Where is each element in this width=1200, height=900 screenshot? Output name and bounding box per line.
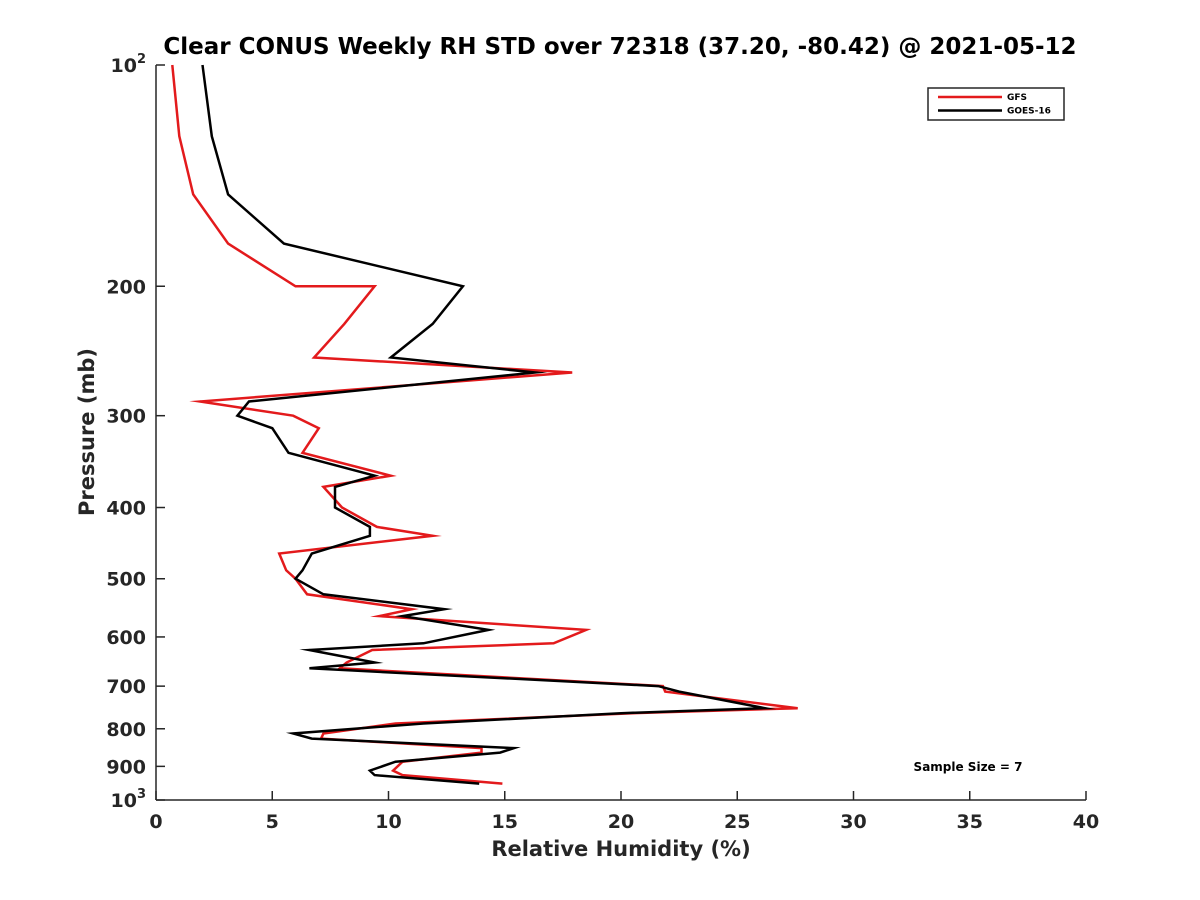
series-line-goes-16 (201, 64, 777, 785)
x-tick-label: 30 (840, 811, 866, 833)
chart-title: Clear CONUS Weekly RH STD over 72318 (37… (163, 34, 1076, 60)
y-tick-label-base: 10 (111, 55, 137, 77)
legend-label: GOES-16 (1007, 107, 1051, 117)
y-axis-label: Pressure (mb) (75, 348, 99, 516)
y-tick-label: 103 (111, 787, 147, 812)
x-tick-label: 40 (1073, 811, 1099, 833)
y-tick-label-exponent: 3 (137, 787, 146, 802)
y-tick-label: 600 (106, 627, 146, 649)
x-tick-label: 0 (149, 811, 162, 833)
series-group (171, 64, 798, 785)
x-tick-label: 5 (266, 811, 279, 833)
x-tick-label: 25 (724, 811, 750, 833)
x-tick-label: 35 (957, 811, 983, 833)
x-tick-label: 10 (375, 811, 401, 833)
y-tick-label: 200 (106, 276, 146, 298)
y-tick-label-exponent: 2 (137, 52, 146, 67)
legend: GFS GOES-16 (927, 87, 1065, 121)
x-tick-label: 15 (492, 811, 518, 833)
x-tick-label: 20 (608, 811, 634, 833)
legend-box (927, 87, 1065, 121)
y-tick-label: 400 (106, 498, 146, 520)
y-tick-label: 102 (111, 52, 147, 77)
legend-label: GFS (1007, 93, 1027, 103)
x-ticks: 0 5 10 15 20 25 30 35 40 (149, 791, 1099, 833)
y-tick-label: 900 (106, 756, 146, 778)
y-tick-label: 700 (106, 676, 146, 698)
y-tick-label: 300 (106, 406, 146, 428)
x-axis-label: Relative Humidity (%) (491, 837, 750, 861)
series-line-gfs (171, 64, 798, 785)
sample-size-annotation: Sample Size = 7 (914, 760, 1023, 774)
y-tick-label: 500 (106, 569, 146, 591)
y-tick-label: 800 (106, 719, 146, 741)
y-tick-label-base: 10 (111, 790, 137, 812)
